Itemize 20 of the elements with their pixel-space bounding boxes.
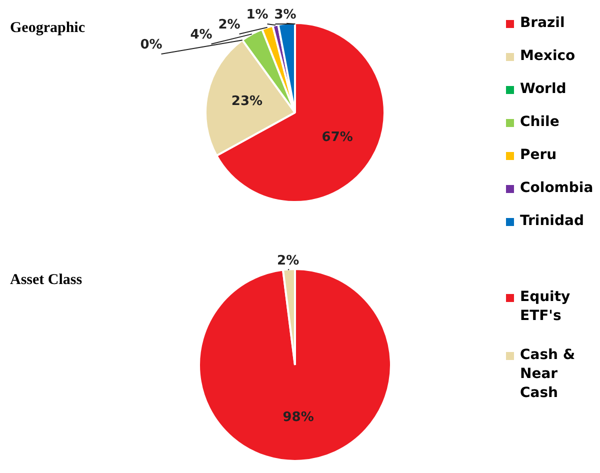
legend-label: Mexico (520, 47, 576, 66)
data-label: 1% (246, 7, 268, 22)
data-label: 98% (282, 410, 314, 426)
legend-label: Colombia (520, 179, 594, 198)
data-label: 67% (322, 130, 353, 145)
data-label: 3% (274, 7, 296, 22)
text: 0% (140, 37, 162, 52)
data-label: 2% (277, 253, 300, 268)
legend-label: Brazil (520, 14, 565, 33)
text: Geographic (10, 20, 85, 37)
data-label: 23% (231, 94, 263, 110)
legend-label: Trinidad (520, 212, 584, 231)
data-label: 4% (190, 27, 212, 42)
data-label: 2% (218, 17, 240, 32)
legend-label: Equity ETF's (520, 288, 572, 326)
text: Asset Class (10, 272, 82, 289)
legend-label: Chile (520, 113, 560, 132)
legend-label: Cash & Near Cash (520, 346, 576, 403)
legend-label: World (520, 80, 566, 99)
legend-label: Peru (520, 146, 557, 165)
